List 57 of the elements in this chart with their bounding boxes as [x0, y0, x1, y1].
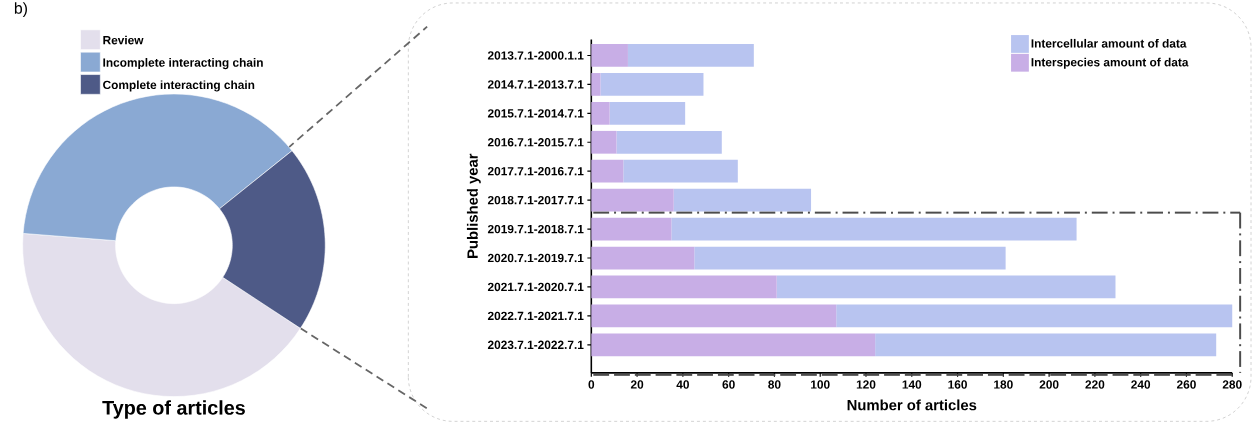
y-tick-label: 2018.7.1-2017.7.1 — [487, 195, 584, 205]
x-tick-label: 40 — [676, 380, 689, 389]
x-tick-label: 280 — [1222, 380, 1242, 389]
legend-label: Intercellular amount of data — [1031, 38, 1187, 48]
y-axis-title: Published year — [466, 153, 481, 258]
bar — [591, 304, 837, 328]
bar — [694, 246, 1006, 270]
bar — [591, 130, 617, 154]
x-tick-label: 20 — [630, 380, 644, 389]
y-tick-label: 2023.7.1-2022.7.1 — [487, 340, 584, 349]
bar — [591, 101, 610, 125]
x-tick-label: 160 — [948, 380, 967, 389]
y-tick-label: 2013.7.1-2000.1.1 — [487, 51, 584, 60]
bar — [600, 72, 704, 96]
y-tick-label: 2020.7.1-2019.7.1 — [487, 253, 584, 263]
x-tick-label: 260 — [1176, 380, 1196, 389]
y-tick-label: 2015.7.1-2014.7.1 — [487, 108, 584, 118]
legend-label: Incomplete interacting chain — [103, 57, 263, 69]
bar — [609, 101, 686, 125]
bar — [591, 159, 624, 183]
y-tick-label: 2017.7.1-2016.7.1 — [487, 166, 584, 176]
x-tick-label: 140 — [902, 380, 922, 389]
bar — [623, 159, 738, 183]
y-tick-label: 2014.7.1-2013.7.1 — [487, 80, 584, 89]
x-tick-label: 80 — [768, 380, 781, 389]
bar — [875, 333, 1217, 357]
x-tick-label: 220 — [1085, 380, 1105, 389]
x-tick-label: 120 — [856, 380, 876, 389]
legend-label: Interspecies amount of data — [1031, 57, 1189, 69]
bar — [591, 72, 601, 96]
x-tick-label: 60 — [722, 380, 735, 389]
bar — [591, 275, 777, 299]
bar — [591, 246, 695, 270]
text: b) — [14, 2, 27, 17]
x-tick-label: 200 — [1039, 380, 1059, 389]
bar — [591, 188, 674, 212]
x-tick-label: 100 — [811, 380, 830, 389]
bar — [591, 43, 628, 67]
bar — [671, 217, 1077, 241]
x-tick-label: 240 — [1131, 380, 1151, 389]
text: Type of articles — [102, 400, 245, 419]
bar — [616, 130, 722, 154]
y-tick-label: 2022.7.1-2021.7.1 — [487, 311, 584, 320]
bar — [591, 333, 876, 357]
bar — [776, 275, 1116, 299]
y-tick-label: 2019.7.1-2018.7.1 — [487, 224, 584, 234]
y-tick-label: 2016.7.1-2015.7.1 — [487, 137, 584, 147]
y-tick-label: 2021.7.1-2020.7.1 — [487, 282, 584, 291]
legend-label: Complete interacting chain — [103, 80, 255, 92]
legend-label: Review — [103, 35, 144, 45]
x-axis-title: Number of articles — [847, 399, 977, 411]
bar — [591, 217, 672, 241]
bar — [673, 188, 812, 212]
x-tick-label: 180 — [994, 380, 1013, 389]
bar — [627, 43, 754, 67]
bar — [836, 304, 1233, 328]
x-tick-label: 0 — [588, 380, 595, 389]
